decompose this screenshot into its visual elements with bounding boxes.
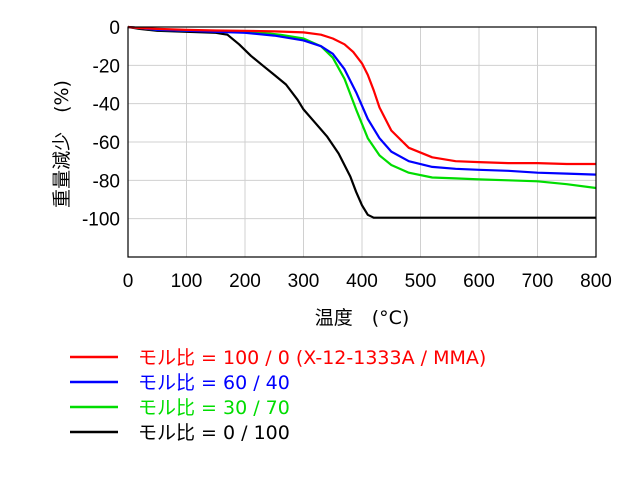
legend-entry: モル比 = 100 / 0 (X-12-1333A / MMA) [138,347,486,369]
series-lines [127,25,597,219]
series-line [127,25,596,166]
x-tick-label: 400 [346,271,378,292]
x-tick-label: 700 [522,271,554,292]
x-axis-label: 温度 (°C) [315,307,410,329]
y-tick-label: -80 [93,171,120,192]
plot-area-frame [127,26,597,258]
x-tick-labels: 0 100 200 300 400 500 600 700 800 [123,271,612,292]
x-tick-label: 600 [463,271,495,292]
legend-entry: モル比 = 0 / 100 [138,422,290,444]
legend: モル比 = 100 / 0 (X-12-1333A / MMA) モル比 = 60… [70,347,486,444]
series-line [127,25,597,176]
x-tick-label: 0 [123,271,134,292]
x-tick-label: 500 [405,271,437,292]
y-tick-label: -60 [93,133,120,154]
x-tick-label: 800 [580,271,612,292]
y-tick-labels: 0 -20 -40 -60 -80 -100 [82,18,120,231]
y-tick-label: -20 [93,56,120,77]
grid-lines [128,27,596,257]
y-tick-label: -40 [93,95,120,116]
x-tick-label: 300 [288,271,320,292]
y-tick-label: -100 [82,210,120,231]
y-tick-label: 0 [109,18,120,39]
y-axis-label: 重量減少 (%) [51,80,73,208]
legend-entry: モル比 = 30 / 70 [138,397,290,419]
legend-entry: モル比 = 60 / 40 [138,372,290,394]
x-tick-label: 200 [229,271,261,292]
x-tick-label: 100 [171,271,203,292]
